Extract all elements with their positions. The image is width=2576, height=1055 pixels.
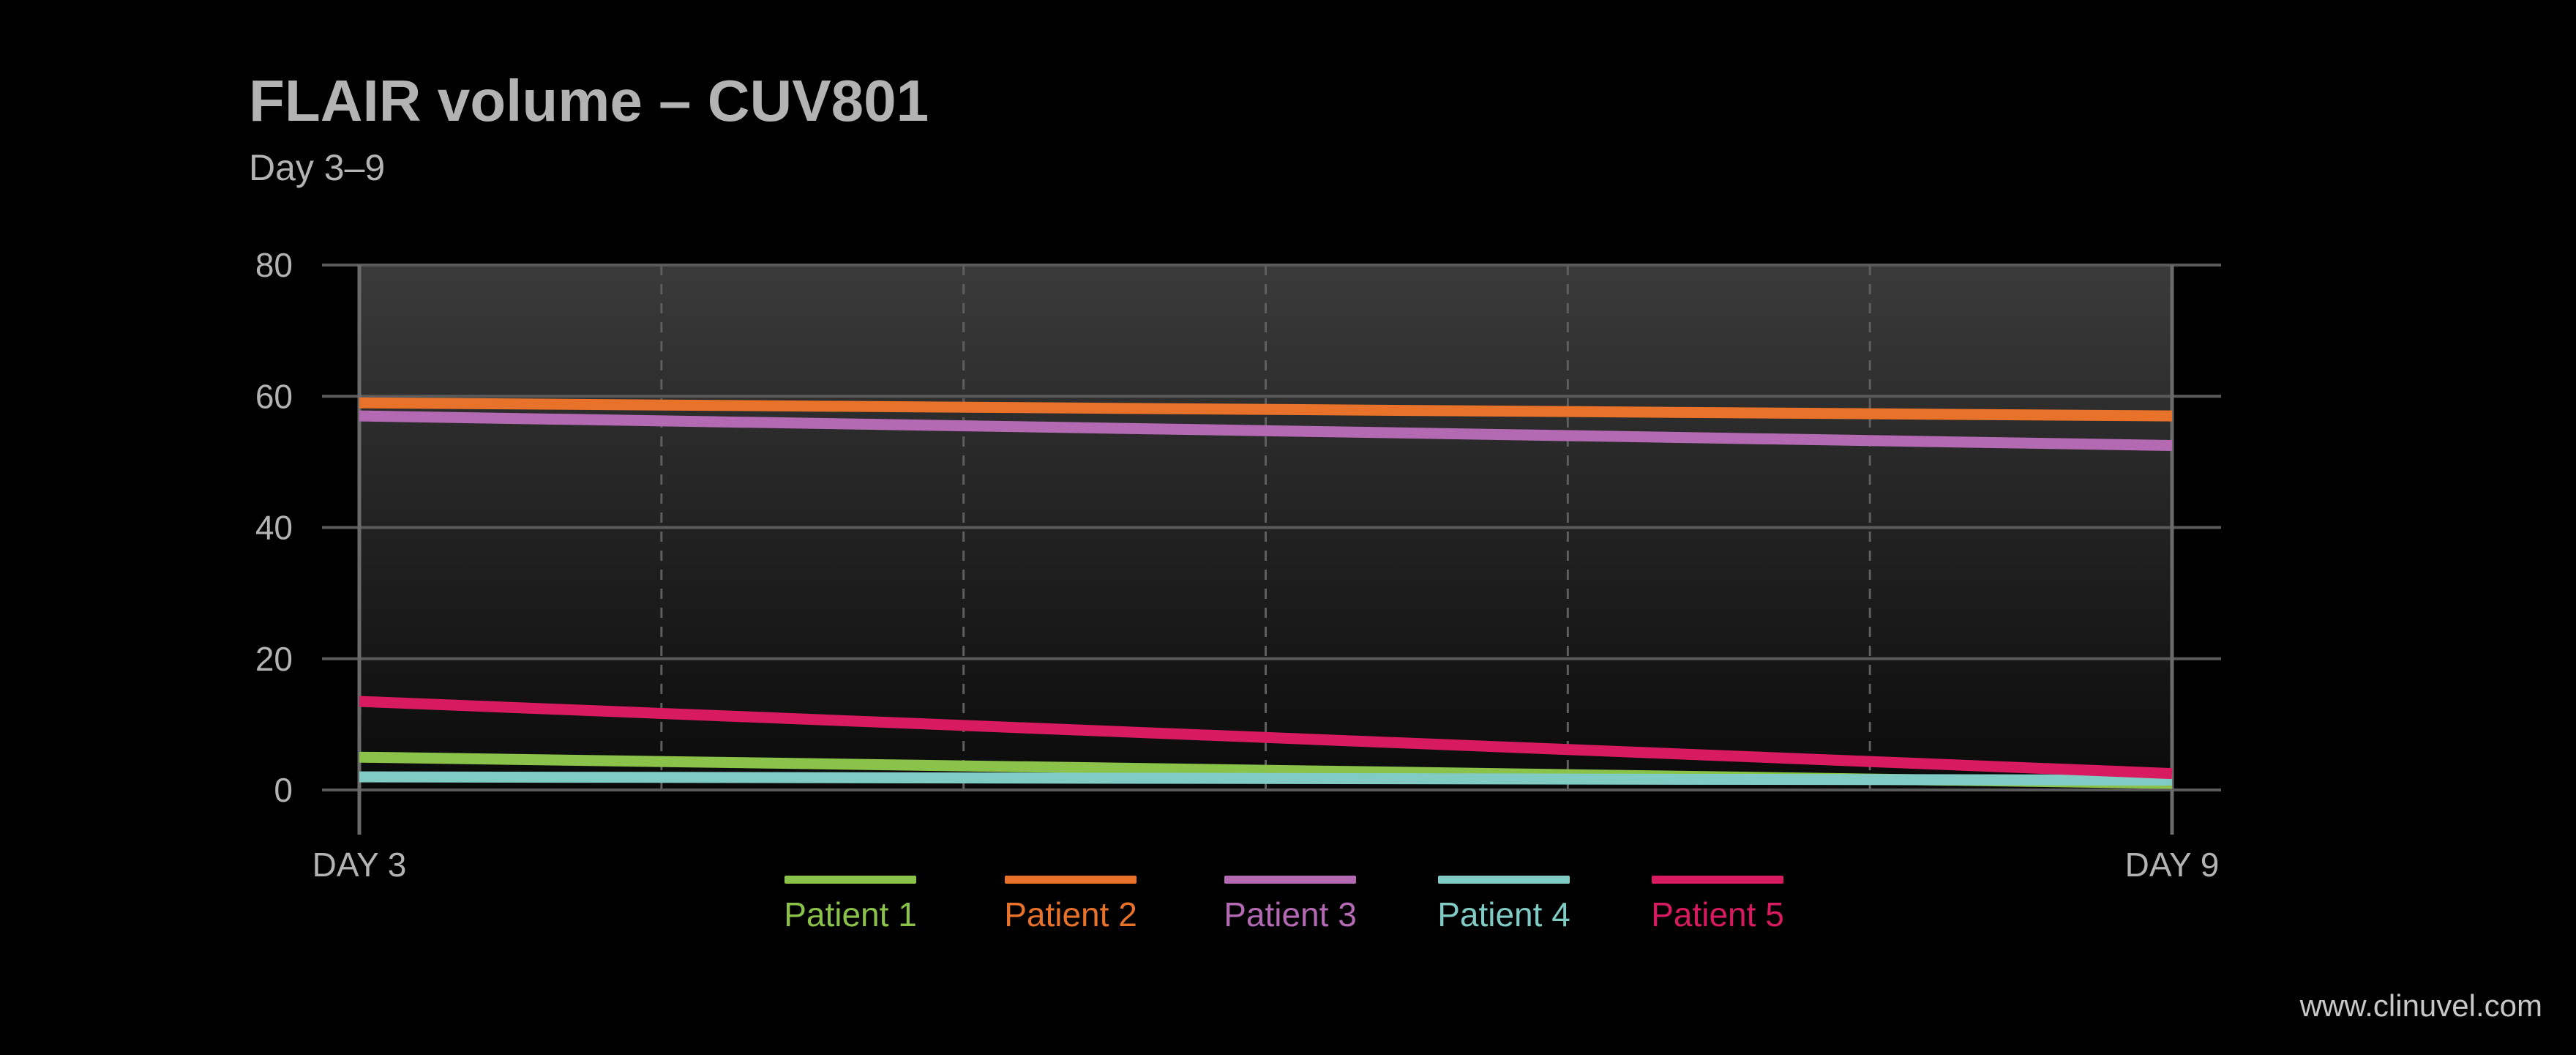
legend-label: Patient 5 [1651, 895, 1784, 933]
y-tick-label: 20 [255, 640, 293, 678]
y-tick-label: 0 [274, 771, 293, 809]
legend-swatch [785, 876, 916, 884]
legend-item-patient-5: Patient 5 [1630, 870, 1791, 958]
gridlines [322, 264, 2221, 791]
legend-label: Patient 2 [1004, 895, 1137, 933]
legend-item-patient-1: Patient 1 [763, 870, 924, 958]
legend: Patient 1 Patient 2 Patient 3 Patient 4 Pati… [0, 870, 2576, 958]
x-tick-label: DAY 3 [312, 846, 407, 884]
series-lines [359, 397, 2173, 789]
series-line-2 [359, 397, 2173, 422]
legend-item-patient-4: Patient 4 [1416, 870, 1577, 958]
legend-swatch [1224, 876, 1356, 884]
axes [357, 265, 2174, 835]
y-tick-label: 80 [255, 246, 293, 284]
legend-swatch [1005, 876, 1137, 884]
legend-swatch [1652, 876, 1783, 884]
chart-title: FLAIR volume – CUV801 [249, 68, 929, 133]
legend-label: Patient 1 [784, 895, 917, 933]
tick-labels: 0 20 40 60 80 DAY 3 DAY 9 [255, 246, 2220, 884]
legend-swatch [1438, 876, 1570, 884]
legend-item-patient-2: Patient 2 [983, 870, 1144, 958]
legend-item-patient-3: Patient 3 [1202, 870, 1363, 958]
series-line-4 [359, 771, 2173, 786]
series-line-5 [359, 696, 2173, 780]
website-watermark: www.clinuvel.com [2299, 988, 2542, 1023]
x-tick-label: DAY 9 [2125, 846, 2220, 884]
chart-subtitle: Day 3–9 [249, 147, 386, 188]
legend-label: Patient 4 [1437, 895, 1570, 933]
y-tick-label: 40 [255, 509, 293, 547]
series-line-3 [359, 410, 2173, 451]
y-tick-label: 60 [255, 377, 293, 415]
legend-label: Patient 3 [1224, 895, 1357, 933]
